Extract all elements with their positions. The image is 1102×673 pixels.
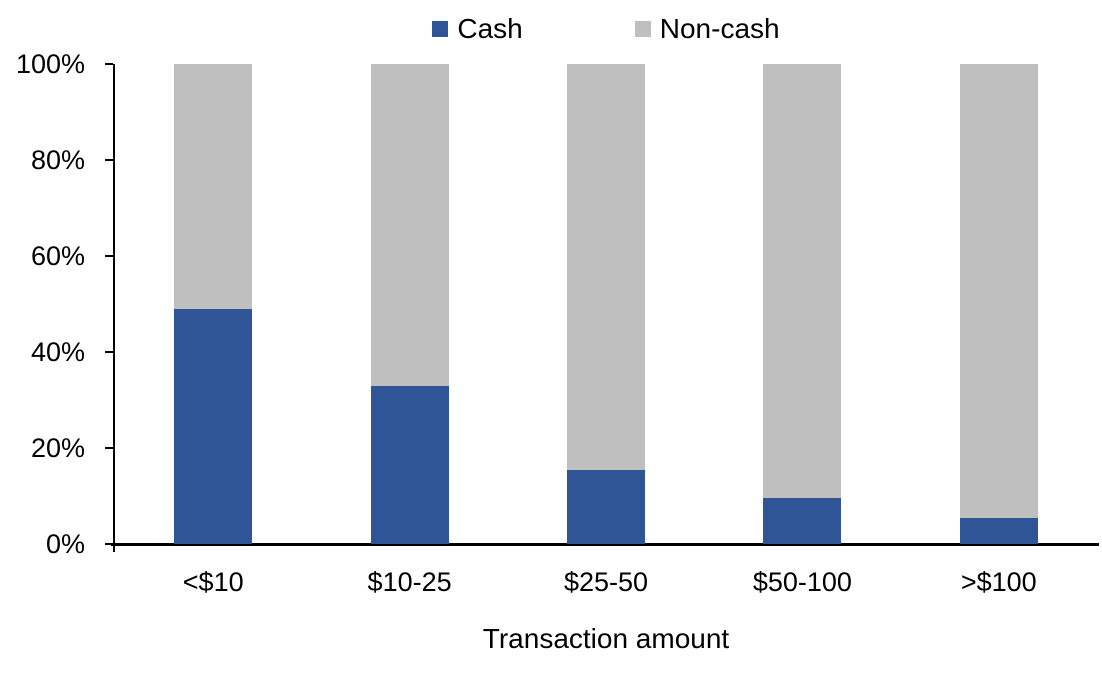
y-tick-mark xyxy=(105,255,113,257)
bar-segment-cash xyxy=(763,498,842,544)
legend-swatch-icon xyxy=(432,21,449,37)
bar-segment-non-cash xyxy=(566,64,645,470)
bar-segment-non-cash xyxy=(174,64,253,309)
bar-segment-cash xyxy=(566,469,645,544)
y-tick-label: 40% xyxy=(30,336,85,367)
bar-slot--100 xyxy=(901,64,1097,544)
bar-slot--10-25 xyxy=(311,64,507,544)
legend-label: Cash xyxy=(457,13,523,44)
bar-segment-non-cash xyxy=(370,64,449,386)
legend: Cash Non-cash xyxy=(115,12,1097,46)
bar-segment-non-cash xyxy=(959,64,1038,518)
bar-slot--50-100 xyxy=(704,64,900,544)
x-category-label: $50-100 xyxy=(752,567,852,597)
x-axis-title: Transaction amount xyxy=(482,623,730,654)
y-tick-mark xyxy=(105,63,113,65)
y-tick-mark xyxy=(105,351,113,353)
y-axis xyxy=(113,64,115,552)
legend-item-non-cash: Non-cash xyxy=(634,13,780,44)
y-tick-mark xyxy=(105,159,113,161)
bar-segment-cash xyxy=(370,385,449,544)
y-tick-mark xyxy=(105,543,113,545)
bar xyxy=(174,64,253,544)
bar-slot--10 xyxy=(115,64,311,544)
x-category-label: <$10 xyxy=(182,567,244,597)
bar-segment-cash xyxy=(174,308,253,544)
x-category-label: $10-25 xyxy=(367,567,452,597)
bar xyxy=(763,64,842,544)
bar-segment-non-cash xyxy=(763,64,842,499)
y-tick-label: 80% xyxy=(30,144,85,175)
bar-segment-cash xyxy=(959,517,1038,544)
bar xyxy=(959,64,1038,544)
x-category-label: $25-50 xyxy=(563,567,649,597)
y-tick-label: 0% xyxy=(45,528,85,559)
legend-label: Non-cash xyxy=(659,13,780,44)
plot-area: 0% 20% 40% 60% 80% 100% xyxy=(16,50,1099,557)
x-axis xyxy=(111,543,1099,546)
bar-slot--25-50 xyxy=(508,64,704,544)
x-category-label: >$100 xyxy=(960,567,1037,597)
bar xyxy=(370,64,449,544)
y-tick-label: 60% xyxy=(30,240,85,271)
legend-swatch-icon xyxy=(634,21,651,37)
y-tick-mark xyxy=(105,447,113,449)
legend-item-cash: Cash xyxy=(432,13,523,44)
y-tick-label: 20% xyxy=(30,432,85,463)
bar xyxy=(566,64,645,544)
y-tick-label: 100% xyxy=(15,48,85,79)
